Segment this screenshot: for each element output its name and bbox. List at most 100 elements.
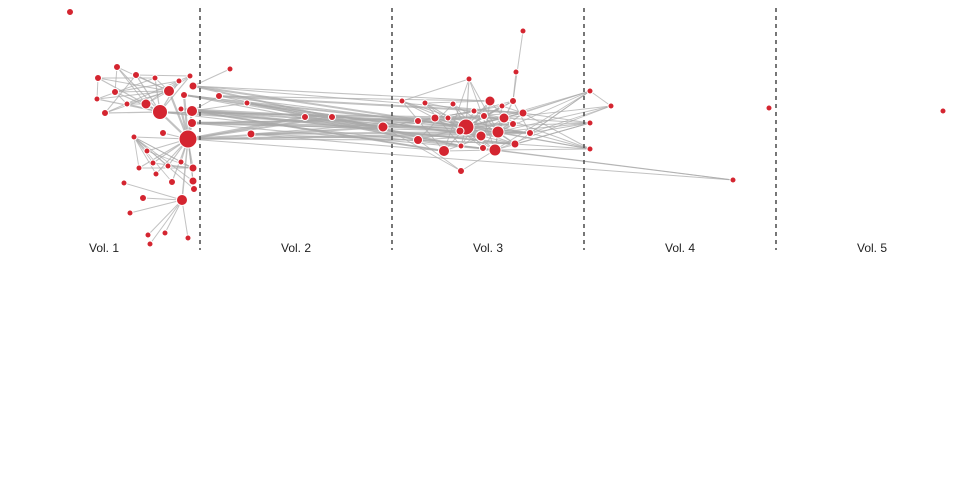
edge [443,131,499,152]
node[interactable] [149,159,157,167]
edge [116,66,161,113]
node[interactable] [178,129,198,149]
node[interactable] [175,77,183,85]
node[interactable] [421,99,429,107]
node[interactable] [586,145,594,153]
node[interactable] [186,72,194,80]
node[interactable] [188,176,198,186]
edge [181,199,189,239]
node[interactable] [101,109,109,117]
node[interactable] [512,68,520,76]
edge [116,66,147,105]
node[interactable] [484,95,496,107]
node[interactable] [188,163,198,173]
node[interactable] [120,179,128,187]
edge [191,121,384,129]
node[interactable] [139,194,147,202]
node[interactable] [475,130,487,142]
node[interactable] [143,147,151,155]
node[interactable] [243,99,251,107]
node[interactable] [413,135,423,145]
node[interactable] [135,164,143,172]
edge [382,110,475,128]
edge [96,77,156,100]
node[interactable] [126,209,134,217]
node[interactable] [377,121,389,133]
node[interactable] [184,234,192,242]
node[interactable] [177,105,185,113]
node[interactable] [586,119,594,127]
edge [460,145,734,181]
node[interactable] [146,240,154,248]
node-layer [66,8,947,248]
node[interactable] [430,113,440,123]
edge [483,115,514,125]
node[interactable] [164,162,172,170]
node[interactable] [66,8,74,16]
node[interactable] [729,176,737,184]
node[interactable] [518,108,528,118]
node[interactable] [132,71,140,79]
node[interactable] [438,145,450,157]
node[interactable] [444,114,452,122]
node[interactable] [226,65,234,73]
node[interactable] [152,104,168,120]
node[interactable] [607,102,615,110]
node[interactable] [190,185,198,193]
node[interactable] [939,107,947,115]
node[interactable] [215,92,223,100]
edge [192,85,524,114]
node[interactable] [177,158,185,166]
node[interactable] [519,27,527,35]
node[interactable] [398,97,406,105]
edge [417,135,482,141]
node[interactable] [457,167,465,175]
edge [468,78,499,133]
node[interactable] [414,117,422,125]
node[interactable] [187,118,197,128]
edge [522,112,591,150]
node[interactable] [479,144,487,152]
node[interactable] [449,100,457,108]
node[interactable] [161,229,169,237]
node[interactable] [94,74,102,82]
node[interactable] [526,129,534,137]
node[interactable] [188,81,198,91]
node[interactable] [328,113,336,121]
node[interactable] [455,126,465,136]
node[interactable] [111,88,119,96]
node[interactable] [498,102,506,110]
node[interactable] [509,120,517,128]
node[interactable] [123,100,131,108]
node[interactable] [498,112,510,124]
node[interactable] [151,74,159,82]
node[interactable] [168,178,176,186]
node[interactable] [470,107,478,115]
edge [529,132,591,150]
node[interactable] [465,75,473,83]
edge [114,90,170,93]
node[interactable] [246,129,256,139]
node[interactable] [180,91,188,99]
node[interactable] [113,63,121,71]
node[interactable] [130,133,138,141]
edge [164,199,183,234]
node[interactable] [176,194,188,206]
node[interactable] [163,85,175,97]
node[interactable] [152,170,160,178]
node[interactable] [765,104,773,112]
node[interactable] [480,112,488,120]
node[interactable] [457,142,465,150]
node[interactable] [140,98,152,110]
node[interactable] [586,87,594,95]
node[interactable] [144,231,152,239]
node[interactable] [510,139,520,149]
node[interactable] [93,95,101,103]
node[interactable] [509,97,517,105]
node[interactable] [491,125,505,139]
node[interactable] [488,143,502,157]
node[interactable] [186,105,198,117]
node[interactable] [159,129,167,137]
node[interactable] [301,113,309,121]
